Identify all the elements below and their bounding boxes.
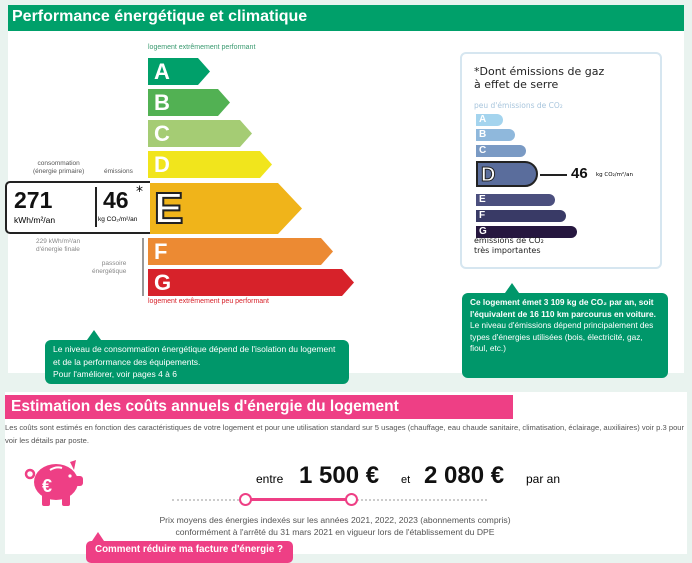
ges-title: *Dont émissions de gaz à effet de serre: [474, 65, 605, 91]
costs-description: Les coûts sont estimés en fonction des c…: [5, 423, 685, 445]
emissions-unit: kg CO₂/m²/an: [98, 216, 138, 223]
ges-class-a: A: [476, 114, 503, 126]
range-fill: [245, 498, 351, 501]
emissions-value: 46: [103, 187, 129, 213]
consumption-tip-link: Pour l'améliorer, voir pages 4 à 6: [53, 369, 177, 379]
consumption-tip: Le niveau de consommation énergétique dé…: [45, 330, 349, 384]
dpe-class-c: C: [148, 120, 252, 147]
ges-value: 46: [571, 165, 588, 182]
costs-panel: [5, 392, 687, 554]
ges-pointer-line: [540, 174, 567, 176]
final-energy: 229 kWh/m²/an d'énergie finale: [36, 238, 81, 253]
consumption-value: 271: [14, 187, 53, 213]
ges-class-letter: E: [479, 194, 486, 205]
dpe-class-b: B: [148, 89, 230, 116]
ges-class-e: E: [476, 194, 555, 206]
dpe-current-box: [5, 181, 150, 234]
dpe-class-letter: A: [154, 59, 170, 84]
consumption-label: consommation (énergie primaire): [33, 160, 85, 175]
price-note: Prix moyens des énergies indexés sur les…: [159, 515, 511, 537]
ges-top-label: peu d'émissions de CO₂: [474, 101, 563, 110]
consumption-unit: kWh/m²/an: [14, 215, 56, 225]
reduce-bill-button[interactable]: Comment réduire ma facture d'énergie ?: [86, 541, 293, 563]
range-max-handle: [345, 493, 358, 506]
dpe-class-letter: C: [154, 121, 170, 146]
ges-class-g: G: [476, 226, 577, 238]
dpe-class-d: D: [148, 151, 272, 178]
ges-class-letter: G: [479, 226, 487, 237]
ges-class-c: C: [476, 145, 526, 157]
piggy-bank-icon: €: [24, 460, 83, 506]
dpe-class-letter: G: [154, 270, 172, 295]
ges-class-letter: A: [479, 114, 487, 125]
performance-title: Performance énergétique et climatique: [8, 5, 684, 31]
ges-class-b: B: [476, 129, 515, 141]
dpe-class-letter: F: [154, 239, 168, 264]
dpe-class-letter: B: [154, 90, 170, 115]
dpe-class-letter: D: [154, 152, 170, 177]
ges-class-letter: C: [479, 145, 487, 156]
dpe-bottom-label: logement extrêmement peu performant: [148, 298, 270, 305]
ges-tip-text: Le niveau d'émissions dépend principalem…: [470, 320, 654, 353]
passoire-label: passoire énergétique: [92, 260, 127, 275]
ges-class-f: F: [476, 210, 566, 222]
costs-title: Estimation des coûts annuels d'énergie d…: [5, 395, 513, 419]
box-divider: [95, 187, 97, 227]
svg-text:€: €: [42, 476, 52, 496]
passoire-bracket: [142, 238, 144, 296]
dpe-class-letter: E: [153, 183, 184, 234]
and-label: et: [401, 474, 411, 486]
ges-class-letter: B: [479, 129, 487, 140]
per-year-label: par an: [526, 472, 561, 486]
reduce-bill-tip-arrow: [92, 532, 104, 541]
cost-min: 1 500 €: [299, 462, 380, 489]
dpe-class-g: G: [148, 269, 354, 296]
between-label: entre: [256, 472, 284, 486]
ges-class-d: D: [476, 161, 538, 187]
dpe-class-e: E: [148, 183, 302, 234]
ges-tip-bold: Ce logement émet 3 109 kg de CO₂ par an,…: [470, 297, 656, 319]
emissions-star: *: [136, 184, 143, 200]
dpe-class-f: F: [148, 238, 333, 265]
ges-class-letter: D: [480, 164, 496, 187]
ges-bottom-label: émissions de CO₂ très importantes: [474, 236, 544, 255]
emissions-label: émissions: [104, 168, 133, 175]
cost-max: 2 080 €: [424, 462, 505, 489]
dpe-class-a: A: [148, 58, 210, 85]
consumption-tip-text: Le niveau de consommation énergétique dé…: [53, 344, 336, 367]
ges-unit: kg CO₂/m²/an: [596, 172, 633, 178]
range-min-handle: [239, 493, 252, 506]
ges-tip: Ce logement émet 3 109 kg de CO₂ par an,…: [462, 283, 668, 378]
ges-class-letter: F: [479, 210, 486, 221]
dpe-top-label: logement extrêmement performant: [148, 44, 256, 51]
